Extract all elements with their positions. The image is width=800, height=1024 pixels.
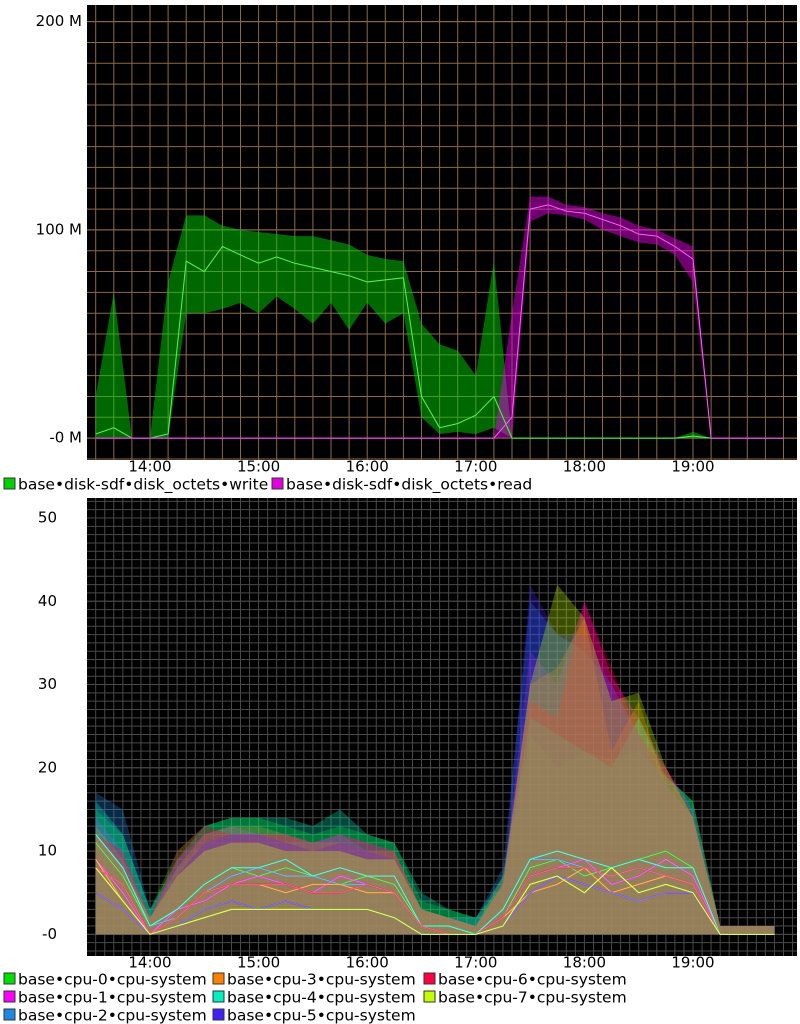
- plot: [87, 5, 797, 460]
- x-tick-label: 18:00: [563, 954, 606, 972]
- range-band: [95, 601, 775, 935]
- series-line: [95, 834, 775, 936]
- legend-label: base•disk-sdf•disk_octets•read: [286, 476, 532, 495]
- legend-swatch: [3, 477, 16, 490]
- y-tick-label: 10: [38, 842, 57, 860]
- range-band: [95, 601, 775, 935]
- legend-label: base•cpu-6•cpu-system: [438, 971, 627, 989]
- series-line: [95, 204, 784, 439]
- x-tick-label: 19:00: [671, 458, 714, 476]
- x-tick-label: 14:00: [128, 954, 171, 972]
- series-line: [95, 867, 775, 936]
- x-tick-label: 16:00: [346, 458, 389, 476]
- legend-swatch: [271, 477, 284, 490]
- legend-label: base•disk-sdf•disk_octets•write: [18, 476, 268, 495]
- plot: [87, 498, 797, 956]
- legend-swatch: [423, 990, 436, 1003]
- range-band: [95, 584, 775, 935]
- legend-label: base•cpu-5•cpu-system: [227, 1007, 416, 1024]
- y-tick-label: 200 M: [36, 12, 82, 30]
- series-line-highlight: [95, 867, 775, 935]
- x-tick-label: 19:00: [671, 954, 714, 972]
- y-tick-label: 100 M: [36, 220, 82, 238]
- series-line-highlight: [95, 204, 784, 439]
- legend-label: base•cpu-0•cpu-system: [18, 971, 207, 989]
- range-band: [95, 215, 784, 439]
- series-line-highlight: [95, 246, 784, 439]
- y-tick-label: 30: [38, 675, 57, 693]
- range-band: [95, 617, 775, 935]
- y-tick-label: 20: [38, 758, 57, 776]
- legend-swatch: [3, 1008, 16, 1021]
- range-band: [95, 717, 775, 935]
- x-tick-label: 16:00: [346, 954, 389, 972]
- x-tick-label: 15:00: [237, 458, 280, 476]
- series-line-highlight: [95, 834, 775, 935]
- legend-label: base•cpu-4•cpu-system: [227, 989, 416, 1007]
- y-tick-label: -0: [42, 925, 57, 943]
- legend-swatch: [3, 990, 16, 1003]
- y-tick-label: 50: [38, 508, 57, 526]
- y-tick-label: -0 M: [49, 429, 82, 447]
- series-line-highlight: [95, 867, 775, 935]
- legend-swatch: [212, 990, 225, 1003]
- legend-swatch: [3, 972, 16, 985]
- legend-label: base•cpu-2•cpu-system: [18, 1007, 207, 1024]
- y-tick-label: 40: [38, 592, 57, 610]
- x-tick-label: 14:00: [128, 458, 171, 476]
- series-line: [95, 866, 775, 936]
- legend-swatch: [423, 972, 436, 985]
- legend-swatch: [212, 972, 225, 985]
- range-band: [95, 601, 775, 935]
- legend-label: base•cpu-1•cpu-system: [18, 989, 207, 1007]
- legend-label: base•cpu-3•cpu-system: [227, 971, 416, 989]
- x-tick-label: 17:00: [454, 458, 497, 476]
- range-band: [95, 584, 775, 935]
- legend-label: base•cpu-7•cpu-system: [438, 989, 627, 1007]
- x-tick-label: 15:00: [237, 954, 280, 972]
- legend-swatch: [212, 1008, 225, 1021]
- series-line: [95, 245, 784, 439]
- x-tick-label: 17:00: [454, 954, 497, 972]
- x-tick-label: 18:00: [563, 458, 606, 476]
